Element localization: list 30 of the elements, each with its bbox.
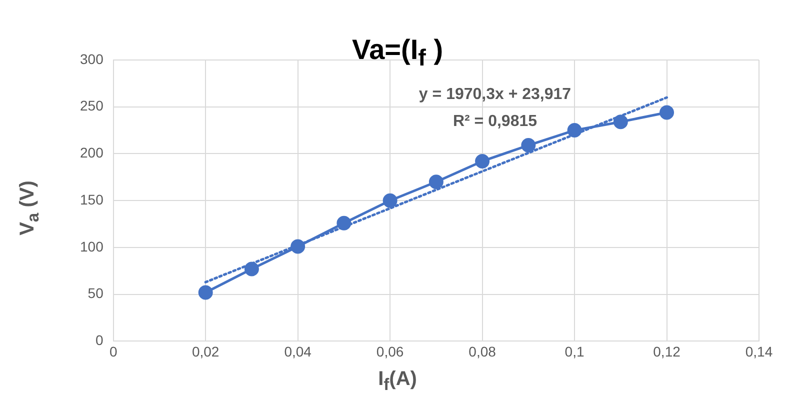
y-tick-label: 300 [80,50,104,67]
y-tick-label: 50 [88,285,104,302]
x-tick-label: 0,08 [468,343,496,360]
point [382,193,398,208]
x-tick-label: 0,12 [653,343,681,360]
annotation: R² = 0,9815 [452,113,538,131]
x-tick-label: 0,14 [745,343,773,360]
y-tick-label: 150 [80,191,104,208]
y-tick-label: 0 [96,332,104,348]
y-tick-label: 100 [80,238,104,254]
point [244,262,259,276]
point [198,285,213,300]
point [567,123,582,138]
x-tick-label: 0,1 [564,343,584,360]
x-tick-label: 0 [109,343,118,360]
chart-title: Va=(I$_{f}$ ) [352,34,444,71]
x-tick-label: 0,04 [284,343,312,360]
x-tick-label: 0,06 [376,343,404,360]
x-axis-title: I$_{f}$(A) [377,368,418,395]
x-tick-label: 0,02 [192,343,220,360]
point [475,154,490,168]
point [336,216,352,230]
point [428,174,444,190]
point [660,105,674,120]
annotation: y = 1970,3x + 23,917 [418,86,572,104]
point [613,114,628,130]
y-tick-label: 250 [80,98,104,114]
point [290,239,306,254]
y-tick-label: 200 [80,144,104,161]
point [521,138,536,153]
